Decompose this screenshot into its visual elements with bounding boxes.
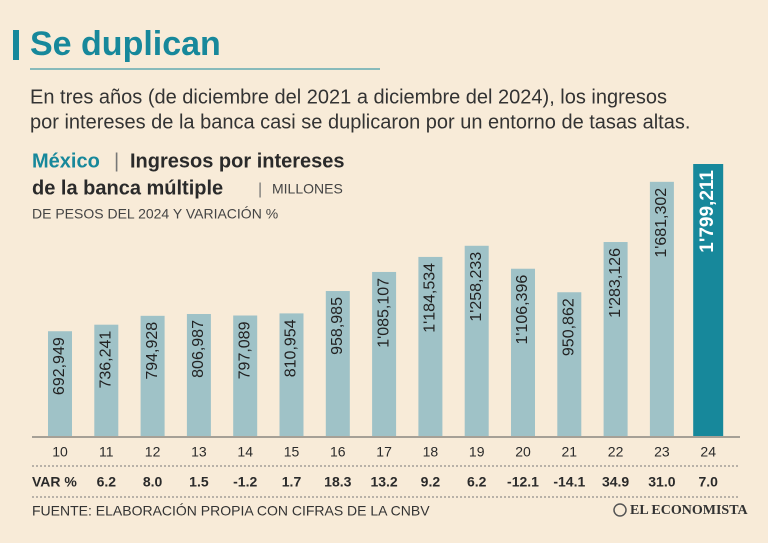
x-tick-label: 22 xyxy=(608,444,624,460)
bar xyxy=(418,256,443,436)
value-label: 1'258,233 xyxy=(468,252,485,322)
variation-value: 6.2 xyxy=(97,474,117,490)
logo-icon xyxy=(613,503,627,517)
title: Se duplican xyxy=(30,25,221,63)
variation-value: -1.2 xyxy=(233,474,257,490)
bar xyxy=(557,292,582,436)
x-tick-label: 17 xyxy=(376,444,392,460)
bar xyxy=(140,315,165,436)
variation-value: -14.1 xyxy=(553,474,585,490)
separator: | xyxy=(114,150,119,172)
subtitle: por intereses de la banca casi se duplic… xyxy=(30,111,690,133)
value-label: 806,987 xyxy=(190,320,207,378)
x-tick-label: 24 xyxy=(700,444,716,460)
bar xyxy=(693,164,724,436)
value-label: 1'184,534 xyxy=(422,263,439,333)
value-label: 692,949 xyxy=(51,337,68,395)
variation-value: 31.0 xyxy=(648,474,675,490)
subtitle: En tres años (de diciembre del 2021 a di… xyxy=(30,86,667,108)
chart-title: Ingresos por intereses xyxy=(130,150,345,172)
x-tick-label: 12 xyxy=(145,444,161,460)
chart-title: de la banca múltiple xyxy=(32,177,223,199)
bar xyxy=(603,242,628,436)
bar xyxy=(94,324,119,436)
value-label: 794,928 xyxy=(144,322,161,380)
title-marker xyxy=(13,30,19,60)
variation-value: 34.9 xyxy=(602,474,629,490)
variation-value: 9.2 xyxy=(421,474,441,490)
bar xyxy=(279,313,304,436)
variation-value: 1.5 xyxy=(189,474,209,490)
variation-label: VAR % xyxy=(32,474,77,490)
value-label: 797,089 xyxy=(236,321,253,379)
x-tick-label: 10 xyxy=(52,444,68,460)
variation-value: 1.7 xyxy=(282,474,302,490)
value-label: 958,985 xyxy=(329,297,346,355)
chart-unit: DE PESOS DEL 2024 Y VARIACIÓN % xyxy=(32,206,278,222)
x-tick-label: 20 xyxy=(515,444,531,460)
separator: | xyxy=(258,181,262,198)
x-tick-label: 11 xyxy=(99,444,114,460)
x-tick-label: 16 xyxy=(330,444,346,460)
logo: EL ECONOMISTA xyxy=(630,503,748,518)
bar xyxy=(233,315,258,436)
x-tick-label: 14 xyxy=(237,444,253,460)
x-tick-label: 23 xyxy=(654,444,670,460)
bar xyxy=(186,314,211,436)
value-label: 950,862 xyxy=(561,298,578,356)
value-label: 1'681,302 xyxy=(653,188,670,258)
variation-value: 18.3 xyxy=(324,474,351,490)
bar xyxy=(464,245,489,436)
x-tick-label: 18 xyxy=(423,444,439,460)
value-label: 1'085,107 xyxy=(375,278,392,348)
bar xyxy=(372,271,397,436)
chart-unit: MILLONES xyxy=(272,181,343,197)
variation-value: 6.2 xyxy=(467,474,487,490)
variation-value: -12.1 xyxy=(507,474,539,490)
bar xyxy=(325,291,350,436)
bar xyxy=(511,268,535,436)
x-tick-label: 13 xyxy=(191,444,207,460)
source: FUENTE: ELABORACIÓN PROPIA CON CIFRAS DE… xyxy=(32,503,430,519)
x-tick-label: 21 xyxy=(562,444,578,460)
bar xyxy=(48,331,72,436)
variation-value: 13.2 xyxy=(370,474,397,490)
value-label: 736,241 xyxy=(98,331,115,389)
variation-value: 7.0 xyxy=(698,474,718,490)
bar xyxy=(649,181,674,436)
value-label: 1'106,396 xyxy=(514,275,531,345)
x-tick-label: 15 xyxy=(284,444,300,460)
chart-region: México xyxy=(32,150,100,172)
value-label: 1'799,211 xyxy=(697,170,718,253)
variation-value: 8.0 xyxy=(143,474,163,490)
value-label: 1'283,126 xyxy=(607,248,624,318)
value-label: 810,954 xyxy=(283,319,300,377)
x-tick-label: 19 xyxy=(469,444,485,460)
